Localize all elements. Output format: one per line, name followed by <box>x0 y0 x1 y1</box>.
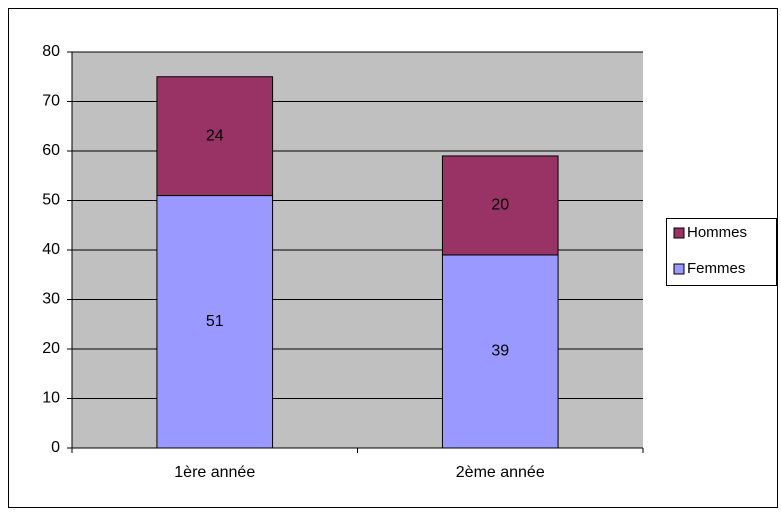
data-label: 39 <box>491 343 509 360</box>
x-tick-label: 1ère année <box>174 464 255 481</box>
y-tick-label: 30 <box>42 291 60 308</box>
data-label: 24 <box>206 127 224 144</box>
y-tick-label: 60 <box>42 142 60 159</box>
bar-segment <box>441 254 559 449</box>
y-tick-label: 0 <box>51 439 60 456</box>
y-tick-label: 10 <box>42 390 60 407</box>
y-tick-label: 40 <box>42 241 60 258</box>
data-label: 20 <box>491 197 509 214</box>
bar-segment <box>156 195 274 449</box>
legend-label: Hommes <box>687 224 747 241</box>
bar-segment <box>441 155 559 256</box>
x-tick-label: 2ème année <box>456 464 545 481</box>
legend-label: Femmes <box>687 260 745 277</box>
legend-swatch <box>673 263 685 275</box>
y-tick-label: 80 <box>42 43 60 60</box>
y-tick-label: 70 <box>42 93 60 110</box>
data-label: 51 <box>206 313 224 330</box>
y-tick-label: 50 <box>42 192 60 209</box>
y-tick-label: 20 <box>42 340 60 357</box>
bar-segment <box>156 76 274 197</box>
legend-box <box>666 218 777 286</box>
legend-swatch <box>673 227 685 239</box>
